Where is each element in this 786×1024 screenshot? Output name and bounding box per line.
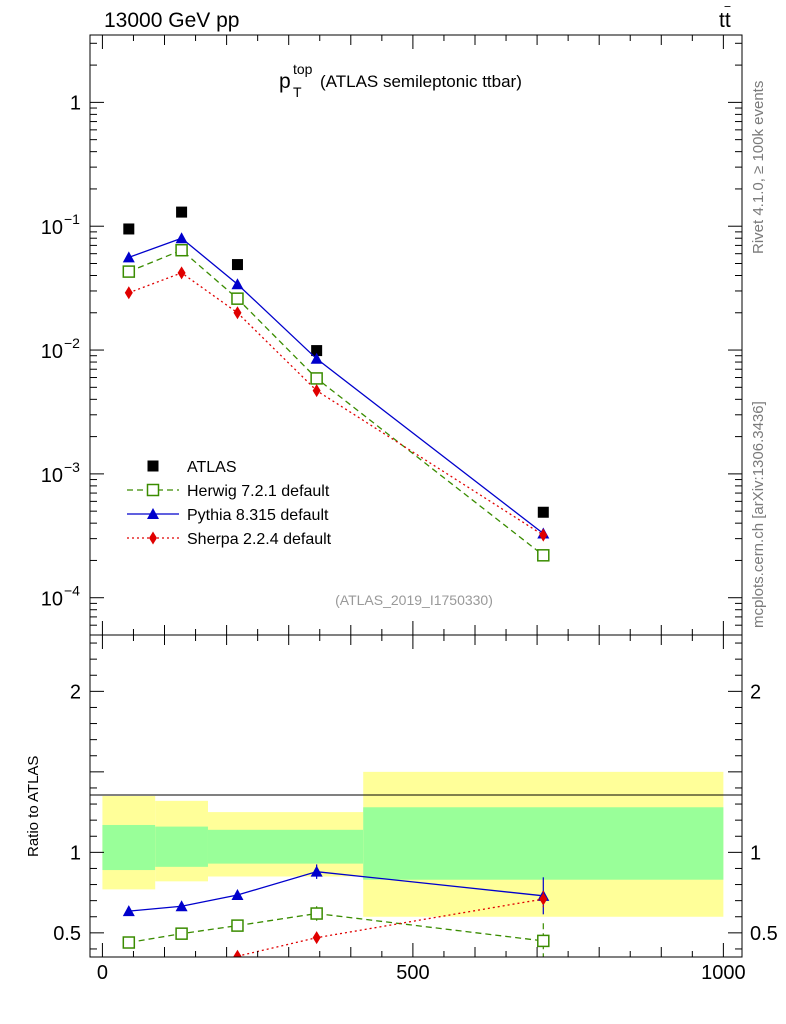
main-ytick-base-3: 10	[41, 465, 63, 487]
legend-label-1: Herwig 7.2.1 default	[187, 483, 330, 500]
xtick-label-1: 500	[396, 962, 429, 984]
ratio-point-1-2	[231, 919, 244, 932]
main-ytick-base-4: 10	[41, 589, 63, 611]
legend: ATLAS Herwig 7.2.1 default Pythia 8.315 de…	[127, 459, 332, 548]
ratio-point-3-2	[233, 949, 242, 957]
legend-label-0: ATLAS	[187, 459, 237, 476]
main-point-1-1	[175, 243, 188, 257]
legend-marker-3	[149, 531, 157, 545]
chart-title-rest: (ATLAS semileptonic ttbar)	[320, 72, 522, 91]
ratio-y-axis-label: Ratio to ATLAS	[25, 756, 42, 857]
mcplots-label: mcplots.cern.ch [arXiv:1306.3436]	[750, 401, 767, 628]
beam-energy-label: 13000 GeV pp	[104, 9, 239, 32]
x-axis: 0 500 1000	[97, 35, 746, 984]
xtick-label-0: 0	[97, 962, 108, 984]
legend-label-3: Sherpa 2.2.4 default	[187, 531, 332, 548]
ratio-uncertainty-bands	[102, 771, 724, 917]
main-point-0-0	[123, 223, 135, 235]
ratio-point-2-3	[310, 865, 323, 877]
ratio-ytick-label-right-1: 1	[750, 842, 761, 864]
main-y-axis: 110−110−210−310−4	[41, 42, 742, 636]
rivet-version-label: Rivet 4.1.0, ≥ 100k events	[750, 81, 767, 254]
main-point-0-2	[231, 259, 243, 271]
main-point-3-0	[124, 286, 133, 300]
ratio-point-1-3	[310, 907, 323, 920]
main-point-2-1	[175, 232, 188, 244]
main-point-1-3	[310, 372, 323, 385]
main-ytick-exp-1: −1	[64, 211, 80, 227]
main-ytick-base-1: 10	[41, 217, 63, 239]
main-point-3-3	[312, 384, 321, 398]
main-point-3-4	[539, 528, 548, 542]
ratio-ytick-label-right-0: 0.5	[750, 923, 778, 945]
main-ytick-exp-4: −4	[64, 583, 80, 599]
ratio-panel-frame	[89, 634, 743, 958]
main-point-0-4	[537, 506, 549, 518]
main-ytick-exp-3: −3	[64, 459, 80, 475]
main-point-3-2	[233, 306, 242, 320]
ratio-point-1-4	[537, 934, 550, 948]
ratio-band-inner-3	[363, 807, 724, 880]
main-point-1-2	[231, 292, 244, 305]
legend-label-2: Pythia 8.315 default	[187, 507, 329, 524]
ratio-series-group	[122, 864, 550, 957]
ratio-clip-group	[122, 864, 550, 957]
ratio-band-inner-1	[155, 826, 208, 867]
main-ytick-label-0: 1	[70, 92, 81, 114]
main-point-1-4	[537, 549, 550, 562]
ratio-point-2-2	[231, 889, 244, 901]
ratio-band-inner-0	[102, 824, 156, 871]
chart-title-p: p	[279, 70, 291, 93]
ratio-band-inner-2	[207, 829, 364, 864]
main-point-0-1	[176, 206, 188, 218]
ratio-point-3-4	[539, 892, 548, 906]
main-ytick-exp-2: −2	[64, 335, 80, 351]
ratio-ytick-label-right-2: 2	[750, 681, 761, 703]
chart-title-sub: T	[293, 84, 302, 100]
main-series-group	[122, 206, 550, 562]
ratio-point-2-1	[175, 900, 188, 912]
main-ytick-base-2: 10	[41, 341, 63, 363]
legend-marker-2	[147, 508, 159, 519]
ratio-y-axis: 0.5 0.5 1 1 2 2	[53, 642, 778, 950]
main-point-2-3	[310, 352, 323, 364]
analysis-id-label: (ATLAS_2019_I1750330)	[335, 592, 493, 608]
ratio-line-1	[128, 912, 544, 944]
chart-title-sup: top	[293, 61, 313, 77]
ratio-point-1-0	[122, 936, 136, 949]
ratio-ytick-label-left-1: 1	[70, 842, 81, 864]
main-point-1-0	[122, 265, 136, 278]
main-point-0-3	[311, 345, 323, 357]
ratio-ytick-label-left-0: 0.5	[53, 923, 81, 945]
ratio-point-2-0	[122, 905, 135, 917]
legend-marker-1	[146, 483, 160, 497]
ratio-ytick-label-left-2: 2	[70, 681, 81, 703]
main-point-3-1	[177, 266, 186, 280]
ratio-point-3-3	[312, 931, 321, 945]
main-point-2-2	[231, 278, 244, 290]
main-point-2-0	[122, 251, 135, 263]
xtick-label-2: 1000	[701, 962, 746, 984]
process-overbar: ‾	[724, 5, 731, 22]
process-label: tt	[719, 9, 731, 32]
legend-marker-0	[147, 460, 159, 472]
ratio-point-1-1	[175, 927, 188, 940]
